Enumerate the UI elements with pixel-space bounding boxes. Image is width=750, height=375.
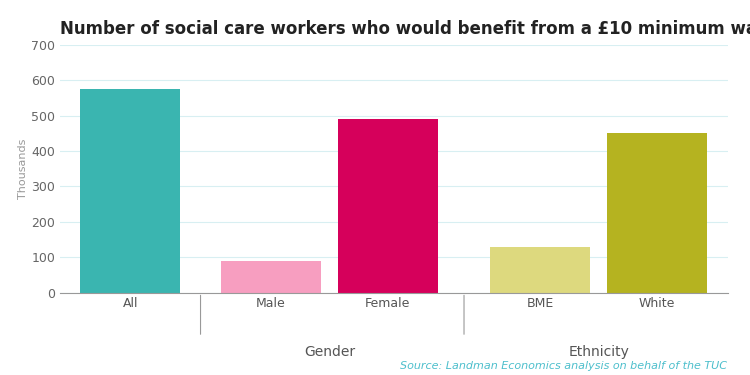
Y-axis label: Thousands: Thousands [18, 139, 28, 199]
Bar [490, 246, 590, 292]
Bar [80, 89, 180, 292]
Text: Number of social care workers who would benefit from a £10 minimum wage: Number of social care workers who would … [60, 20, 750, 38]
Text: Source: Landman Economics analysis on behalf of the TUC: Source: Landman Economics analysis on be… [400, 361, 728, 371]
Bar [338, 119, 438, 292]
Text: Ethnicity: Ethnicity [568, 345, 629, 359]
Bar [221, 261, 320, 292]
Text: Gender: Gender [304, 345, 355, 359]
Bar [608, 134, 707, 292]
